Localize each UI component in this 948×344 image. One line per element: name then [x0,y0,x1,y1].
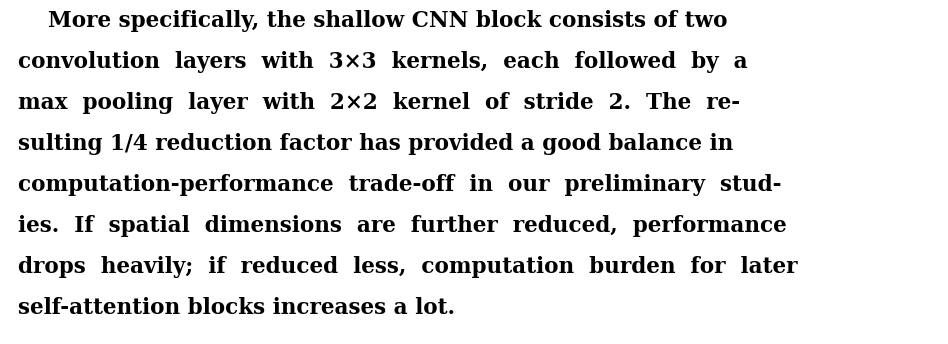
Text: sulting 1/4 reduction factor has provided a good balance in: sulting 1/4 reduction factor has provide… [18,133,733,155]
Text: self-attention blocks increases a lot.: self-attention blocks increases a lot. [18,297,455,319]
Text: More specifically, the shallow CNN block consists of two: More specifically, the shallow CNN block… [18,10,727,32]
Text: convolution  layers  with  3×3  kernels,  each  followed  by  a: convolution layers with 3×3 kernels, eac… [18,51,748,73]
Text: ies.  If  spatial  dimensions  are  further  reduced,  performance: ies. If spatial dimensions are further r… [18,215,787,237]
Text: computation-performance  trade-off  in  our  preliminary  stud-: computation-performance trade-off in our… [18,174,781,196]
Text: drops  heavily;  if  reduced  less,  computation  burden  for  later: drops heavily; if reduced less, computat… [18,256,797,278]
Text: max  pooling  layer  with  2×2  kernel  of  stride  2.  The  re-: max pooling layer with 2×2 kernel of str… [18,92,740,114]
